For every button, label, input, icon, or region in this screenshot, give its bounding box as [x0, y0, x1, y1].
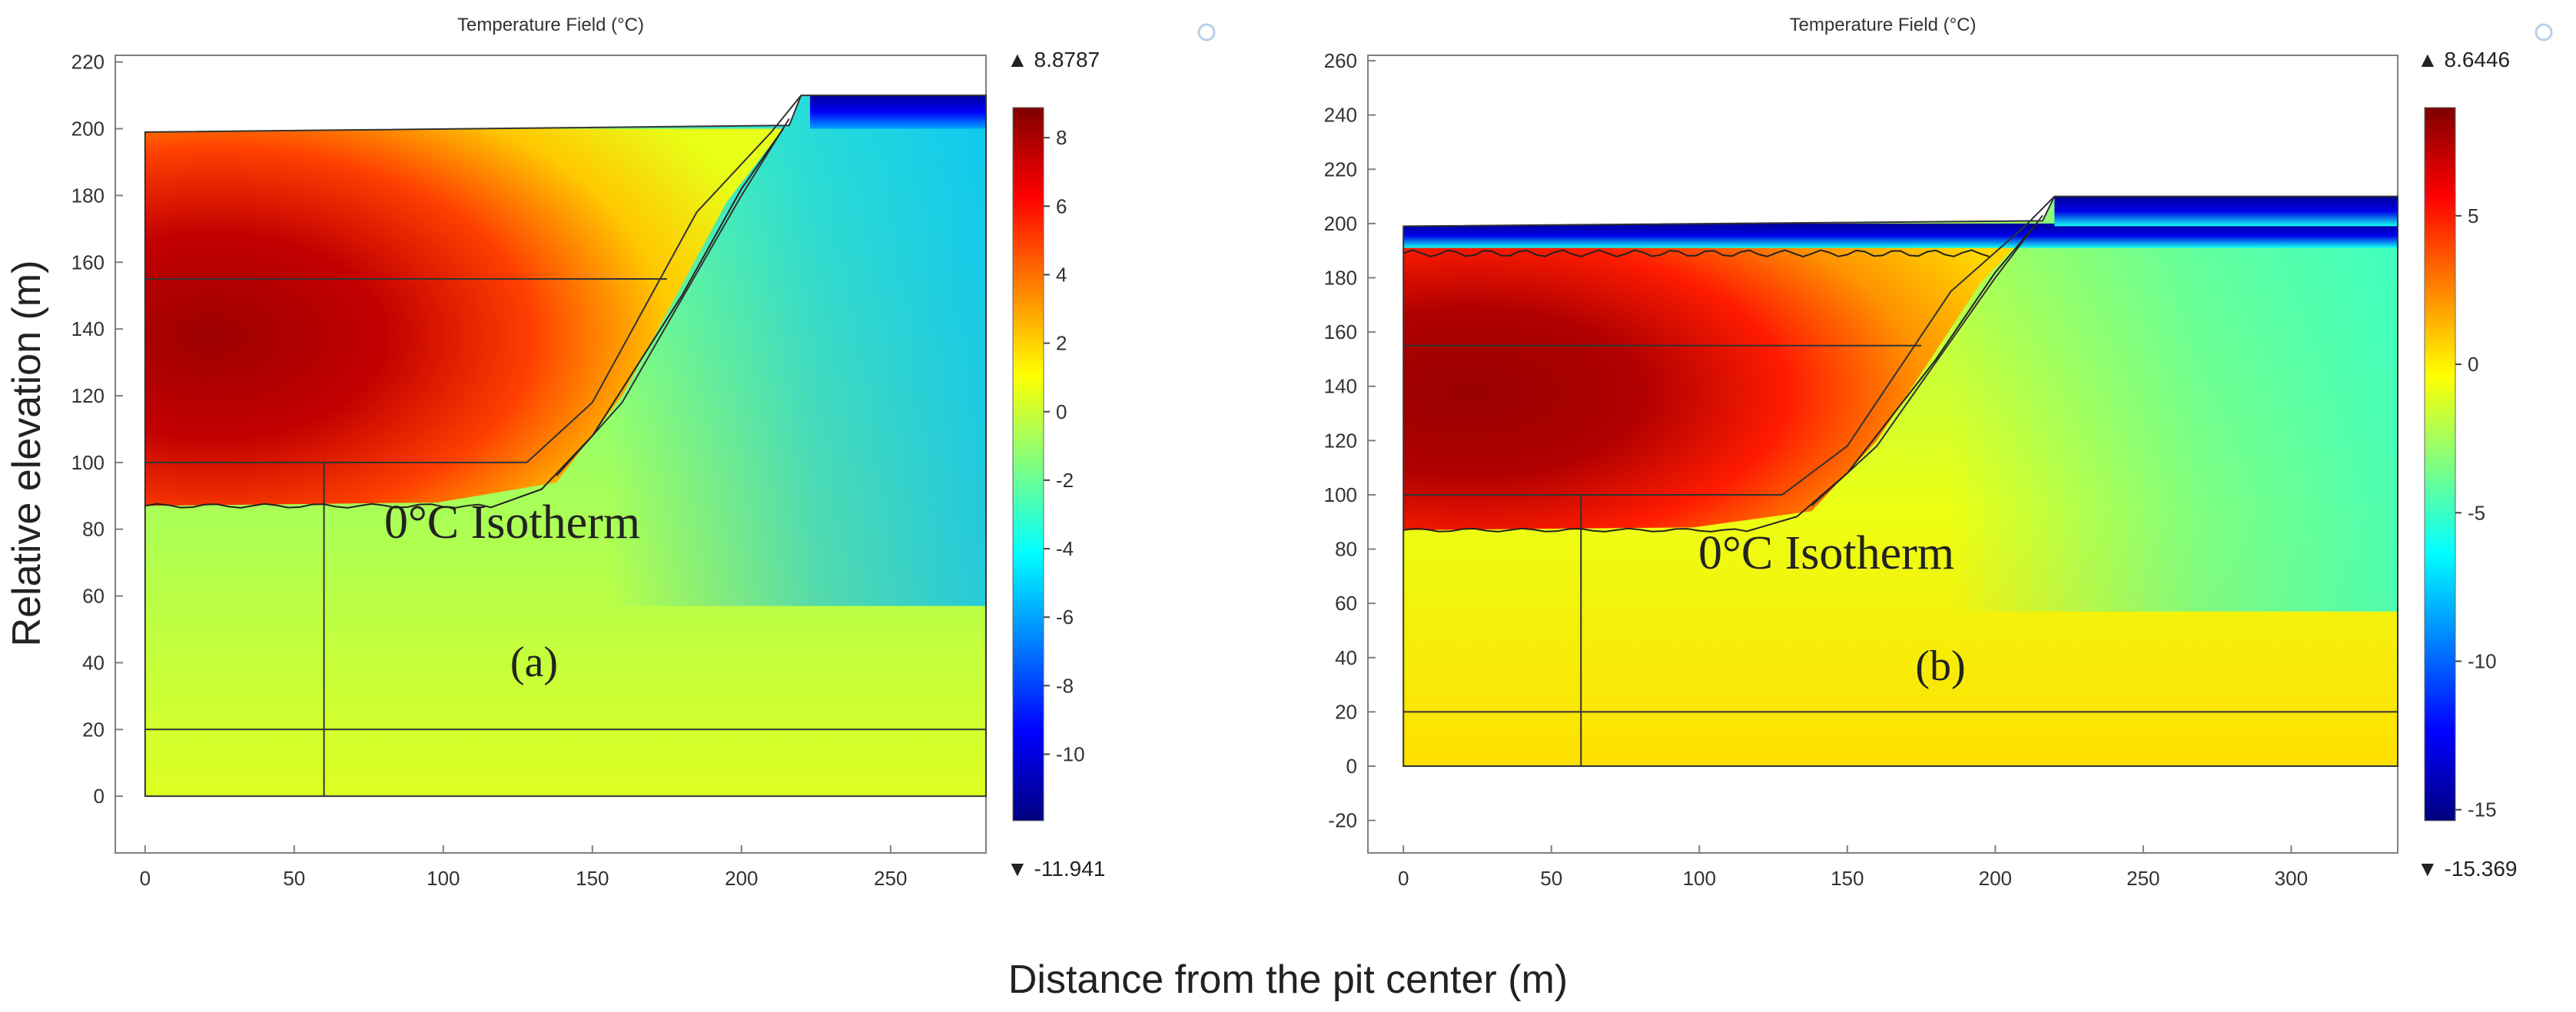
chart-title: Temperature Field (°C)	[1790, 15, 1977, 35]
colorbar-tick-label: 0	[2468, 353, 2478, 376]
frozen-crest-strip	[2054, 196, 2398, 227]
y-tick-label: 140	[71, 317, 105, 340]
colorbar-max-label: ▲ 8.6446	[2417, 48, 2510, 71]
y-tick-label: 160	[1324, 320, 1357, 343]
panel-label: (a)	[510, 639, 558, 686]
colorbar-tick-label: -5	[2468, 501, 2485, 524]
temperature-field	[144, 95, 986, 797]
y-tick-label: 120	[71, 384, 105, 407]
y-tick-label: 180	[1324, 267, 1357, 290]
x-tick-label: 250	[874, 867, 907, 890]
colorbar-tick-label: 2	[1056, 332, 1067, 355]
y-tick-label: 60	[82, 585, 105, 608]
x-tick-label: 100	[427, 867, 460, 890]
x-tick-label: 0	[140, 867, 151, 890]
x-tick-label: 50	[1540, 867, 1562, 890]
colorbar-tick-label: 5	[2468, 204, 2478, 227]
y-tick-label: -20	[1328, 809, 1357, 832]
isotherm-annotation: 0°C Isotherm	[1698, 527, 1954, 579]
colorbar-tick-label: -10	[1056, 742, 1085, 765]
model-boundary	[1403, 195, 2398, 768]
y-tick-label: 20	[1335, 700, 1357, 723]
colorbar-tick-label: -15	[2468, 798, 2497, 821]
y-tick-label: 0	[94, 785, 105, 808]
y-tick-label: 200	[1324, 212, 1357, 235]
x-tick-label: 300	[2275, 867, 2308, 890]
pit-slope-line	[526, 95, 802, 463]
chart-title: Temperature Field (°C)	[457, 15, 644, 35]
y-tick-label: 40	[82, 651, 105, 674]
y-tick-label: 120	[1324, 429, 1357, 452]
y-tick-label: 260	[1324, 49, 1357, 72]
panel-a-chart: Temperature Field (°C)0 50 100 150 200 250020…	[71, 15, 1216, 890]
y-tick-label: 20	[82, 718, 105, 741]
colorbar-tick-label: 8	[1056, 126, 1067, 149]
y-tick-label: 160	[71, 251, 105, 274]
colorbar-max-label: ▲ 8.8787	[1007, 48, 1100, 71]
warm-core-field	[1403, 223, 2037, 530]
colorbar-tick-label: -4	[1056, 537, 1074, 560]
x-tick-label: 150	[576, 867, 609, 890]
warm-core-field	[144, 128, 784, 506]
x-tick-label: 100	[1683, 867, 1716, 890]
y-tick-label: 200	[71, 118, 105, 141]
frozen-crest-strip	[810, 95, 986, 129]
y-tick-label: 60	[1335, 592, 1357, 615]
x-tick-label: 0	[1398, 867, 1409, 890]
colorbar-tick-label: -2	[1056, 469, 1074, 492]
colorbar	[2424, 107, 2456, 821]
x-tick-label: 50	[283, 867, 305, 890]
temperature-field	[1403, 196, 2398, 767]
isotherm-annotation: 0°C Isotherm	[384, 496, 640, 549]
colorbar-tick-label: -8	[1056, 674, 1074, 697]
y-axis-label: Relative elevation (m)	[5, 260, 49, 647]
colorbar	[1012, 107, 1044, 821]
surface-isotherm-line	[1403, 249, 1990, 258]
colorbar-tick-label: -10	[2468, 650, 2497, 673]
pit-slope-line	[1781, 195, 2056, 496]
x-tick-label: 150	[1831, 867, 1864, 890]
y-tick-label: 80	[1335, 538, 1357, 561]
colorbar-tick-label: 6	[1056, 194, 1067, 217]
y-tick-label: 220	[1324, 158, 1357, 181]
frozen-surface-strip	[1403, 223, 2398, 248]
y-tick-label: 220	[71, 51, 105, 74]
zero-isotherm-line	[1403, 223, 2037, 533]
y-tick-label: 40	[1335, 646, 1357, 669]
watermark-logo-icon	[1197, 23, 1216, 41]
colorbar-tick-label: 0	[1056, 400, 1067, 423]
y-tick-label: 140	[1324, 375, 1357, 398]
colorbar-min-label: ▼ -11.941	[1007, 857, 1105, 881]
colorbar-min-label: ▼ -15.369	[2417, 857, 2517, 881]
colorbar-tick-label: 4	[1056, 263, 1067, 286]
y-tick-label: 100	[71, 451, 105, 474]
y-tick-label: 180	[71, 184, 105, 207]
y-tick-label: 100	[1324, 483, 1357, 506]
watermark-logo-icon	[2535, 23, 2553, 41]
x-tick-label: 200	[725, 867, 758, 890]
x-tick-label: 200	[1979, 867, 2012, 890]
y-tick-label: 240	[1324, 104, 1357, 127]
colorbar-tick-label: -6	[1056, 606, 1074, 629]
y-tick-label: 0	[1346, 755, 1357, 778]
x-tick-label: 250	[2126, 867, 2159, 890]
y-tick-label: 80	[82, 518, 105, 541]
zero-isotherm-line	[144, 128, 784, 509]
x-axis-label: Distance from the pit center (m)	[1008, 957, 1568, 1002]
panel-b-chart: Temperature Field (°C)0 50 100 150 200 250 300…	[1324, 15, 2553, 890]
panel-label: (b)	[1915, 642, 1965, 690]
